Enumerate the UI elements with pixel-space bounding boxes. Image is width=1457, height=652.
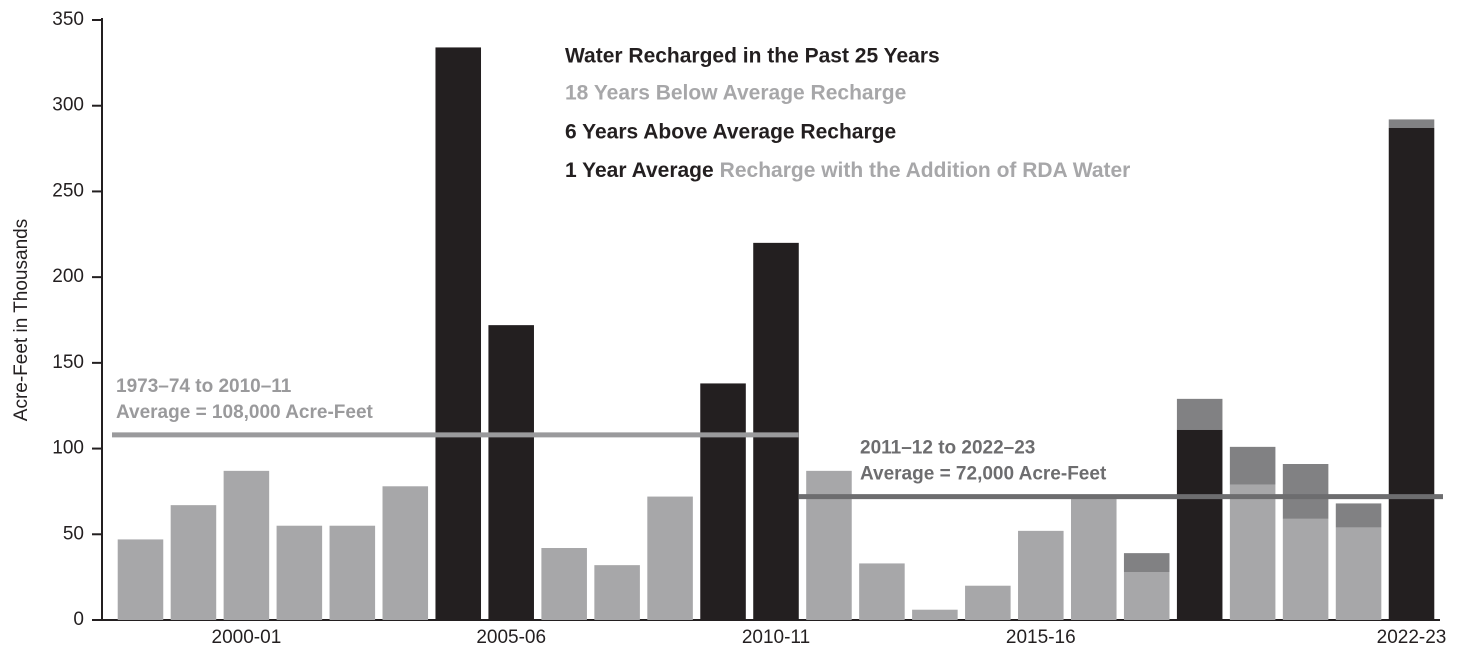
bar-segment: [488, 325, 534, 620]
average-label: 2011–12 to 2022–23: [860, 438, 1035, 459]
x-tick-label: 2000-01: [212, 627, 282, 648]
x-tick-label: 2005-06: [476, 627, 546, 648]
bar-segment: [329, 525, 376, 620]
note-part: 1 Year Average: [565, 159, 714, 182]
bar-segment: [1388, 128, 1435, 620]
note: 1 Year Average Recharge with the Addition…: [565, 159, 1130, 182]
average-label: Average = 72,000 Acre-Feet: [860, 464, 1107, 485]
bar-segment: [541, 548, 587, 620]
bar-segment: [117, 539, 164, 620]
bar-segment: [1335, 527, 1382, 620]
bar-segment: [806, 470, 852, 620]
y-tick-label: 50: [63, 523, 84, 544]
bar-segment: [1229, 446, 1276, 485]
bar-segment: [223, 470, 270, 620]
bar-segment: [1388, 119, 1435, 128]
bar-segment: [382, 486, 429, 620]
bar-segment: [753, 242, 799, 620]
bar-segment: [1229, 484, 1276, 620]
y-tick-label: 150: [52, 352, 84, 373]
average-label: Average = 108,000 Acre-Feet: [116, 402, 374, 423]
y-tick-label: 200: [52, 266, 84, 287]
bar-segment: [965, 585, 1011, 620]
note-part: Recharge with the Addition of RDA Water: [720, 159, 1131, 182]
bar-segment: [1335, 503, 1382, 528]
bar-segment: [276, 525, 323, 620]
bar-segment: [1018, 530, 1064, 620]
bar-segment: [1123, 553, 1170, 572]
bar-segment: [594, 565, 640, 620]
y-tick-label: 100: [52, 438, 84, 459]
x-tick-label: 2015-16: [1006, 627, 1076, 648]
average-label: 1973–74 to 2010–11: [116, 376, 292, 397]
y-tick-label: 250: [52, 180, 84, 201]
subtitle: 18 Years Below Average Recharge: [565, 82, 906, 105]
bar-segment: [1282, 464, 1329, 519]
chart-title: Water Recharged in the Past 25 Years: [565, 45, 940, 68]
bar-segment: [1176, 398, 1223, 430]
bar-segment: [912, 609, 958, 620]
bar-segment: [435, 47, 482, 620]
y-tick-label: 350: [52, 9, 84, 30]
y-tick-label: 0: [73, 609, 84, 630]
bar-segment: [1070, 496, 1117, 620]
bar-segment: [647, 496, 693, 620]
x-tick-label: 2022-23: [1377, 627, 1447, 648]
bar-segment: [1282, 518, 1329, 620]
bar-segment: [170, 505, 217, 620]
bar-segment: [859, 563, 905, 620]
y-tick-label: 300: [52, 95, 84, 116]
bar-segment: [700, 383, 746, 620]
subtitle: 6 Years Above Average Recharge: [565, 121, 896, 144]
y-axis-label: Acre-Feet in Thousands: [11, 219, 32, 421]
bar-segment: [1123, 572, 1170, 620]
x-tick-label: 2010-11: [742, 627, 810, 648]
bar-segment: [1176, 429, 1223, 620]
